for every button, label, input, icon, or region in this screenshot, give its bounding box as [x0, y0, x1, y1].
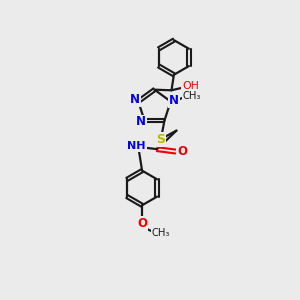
Text: S: S: [156, 133, 165, 146]
Text: N: N: [136, 116, 146, 128]
Text: N: N: [169, 94, 179, 107]
Text: NH: NH: [128, 141, 146, 151]
Text: O: O: [137, 217, 147, 230]
Text: CH₃: CH₃: [152, 228, 170, 238]
Text: N: N: [130, 93, 140, 106]
Text: OH: OH: [182, 81, 199, 91]
Text: O: O: [177, 145, 187, 158]
Text: CH₃: CH₃: [182, 91, 201, 101]
